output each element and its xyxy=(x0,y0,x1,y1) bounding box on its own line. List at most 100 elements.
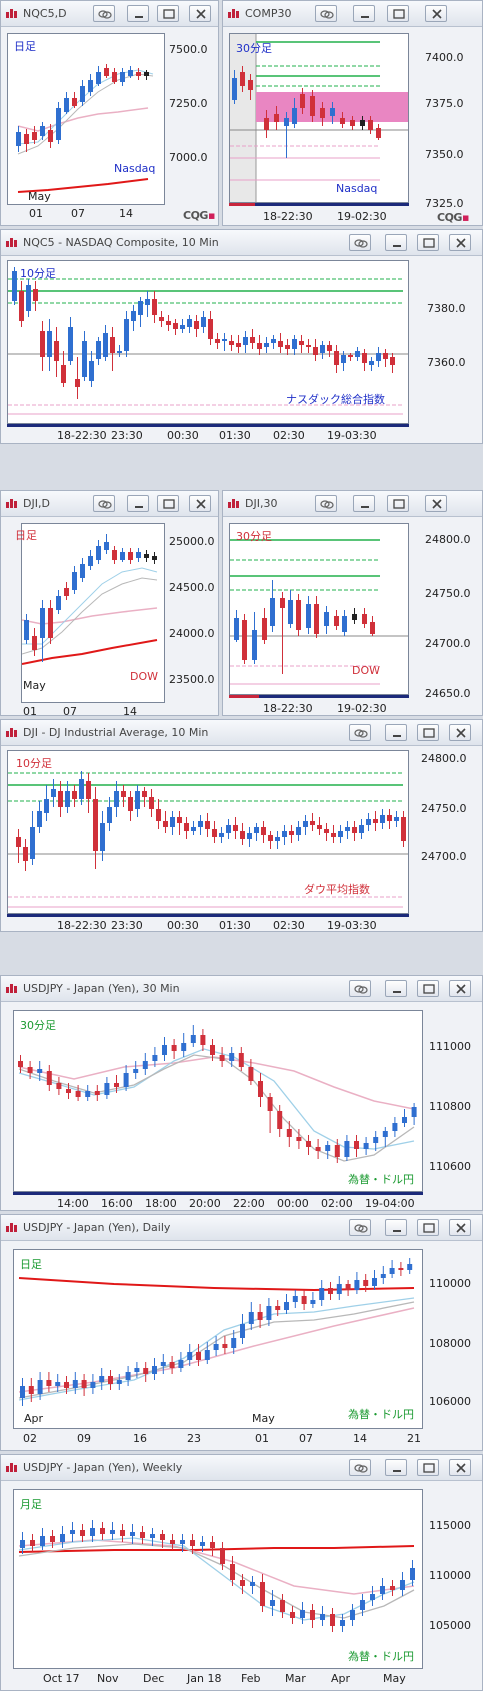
minimize-button[interactable] xyxy=(127,495,149,512)
chart-plot[interactable]: 30分足 Nasdaq xyxy=(229,33,409,203)
candles xyxy=(16,771,406,871)
close-button[interactable] xyxy=(189,495,211,512)
y-tick: 7375.0 xyxy=(425,97,464,110)
link-button[interactable] xyxy=(93,5,115,22)
titlebar[interactable]: USDJPY - Japan (Yen), Daily xyxy=(1,1215,482,1241)
link-button[interactable] xyxy=(315,5,337,22)
close-button[interactable] xyxy=(449,1459,471,1476)
candle-body xyxy=(373,1137,379,1143)
candle-body xyxy=(159,317,164,321)
titlebar[interactable]: NQC5 - NASDAQ Composite, 10 Min xyxy=(1,230,482,256)
close-button[interactable] xyxy=(189,5,211,22)
x-tick: 02:00 xyxy=(321,1197,353,1210)
maximize-button[interactable] xyxy=(417,1219,439,1236)
close-button[interactable] xyxy=(449,980,471,997)
chart-plot[interactable]: 30分足 DOW xyxy=(229,523,409,695)
y-tick: 24750.0 xyxy=(425,587,471,600)
candle-body xyxy=(271,339,276,343)
candle-body xyxy=(131,311,136,321)
window-comp30: COMP30 xyxy=(222,0,483,226)
maximize-button[interactable] xyxy=(417,234,439,251)
link-button[interactable] xyxy=(349,980,371,997)
minimize-button[interactable] xyxy=(385,1459,407,1476)
candle-body xyxy=(344,1141,350,1157)
maximize-button[interactable] xyxy=(417,724,439,741)
candle-body xyxy=(50,1536,55,1542)
titlebar[interactable]: DJI,30 xyxy=(223,491,482,517)
link-button[interactable] xyxy=(349,1459,371,1476)
candle-body xyxy=(331,833,336,837)
chart-plot[interactable]: DOW xyxy=(21,523,165,703)
x-tick: 18:00 xyxy=(145,1197,177,1210)
maximize-button[interactable] xyxy=(387,495,409,512)
candle-body xyxy=(240,1324,245,1338)
minimize-button[interactable] xyxy=(385,234,407,251)
link-button[interactable] xyxy=(349,724,371,741)
minimize-button[interactable] xyxy=(353,495,375,512)
x-tick: 20:00 xyxy=(189,1197,221,1210)
candle-body xyxy=(338,831,343,837)
maximize-button[interactable] xyxy=(157,5,179,22)
candle-body xyxy=(212,829,217,837)
chart-plot[interactable]: 10分足 ナスダック総合指数 xyxy=(7,260,409,424)
candle-body xyxy=(398,1268,404,1270)
candle-body xyxy=(230,1564,235,1580)
candle-body xyxy=(125,1372,131,1380)
minimize-button[interactable] xyxy=(385,980,407,997)
close-button[interactable] xyxy=(449,1219,471,1236)
x-tick: 14 xyxy=(353,1432,367,1445)
titlebar[interactable]: DJI - DJ Industrial Average, 10 Min xyxy=(1,720,482,746)
x-tick: Nov xyxy=(97,1672,119,1685)
titlebar[interactable]: USDJPY - Japan (Yen), 30 Min xyxy=(1,976,482,1002)
candle-body xyxy=(103,333,108,357)
titlebar[interactable]: NQC5,D xyxy=(1,1,218,27)
chart-plot[interactable]: 月足 為替・ドル円 xyxy=(13,1489,423,1669)
candle-body xyxy=(231,1338,237,1348)
minimize-button[interactable] xyxy=(385,724,407,741)
link-button[interactable] xyxy=(349,234,371,251)
link-button[interactable] xyxy=(349,1219,371,1236)
y-tick: 7325.0 xyxy=(425,197,464,210)
link-button[interactable] xyxy=(315,495,337,512)
close-button[interactable] xyxy=(449,724,471,741)
maximize-button[interactable] xyxy=(417,1459,439,1476)
titlebar[interactable]: USDJPY - Japan (Yen), Weekly xyxy=(1,1455,482,1481)
chart-plot[interactable]: 日足 Nasdaq May xyxy=(7,33,165,205)
chart-window-icon xyxy=(228,499,239,508)
candle-body xyxy=(380,1274,386,1278)
close-button[interactable] xyxy=(425,495,447,512)
maximize-icon xyxy=(393,499,405,509)
chart-plot[interactable]: 日足 為替・ドル円 Apr May xyxy=(13,1249,423,1429)
minimize-button[interactable] xyxy=(353,5,375,22)
link-button[interactable] xyxy=(93,495,115,512)
x-tick: Jan 18 xyxy=(187,1672,222,1685)
chart-plot[interactable]: 10分足 ダウ平均指数 xyxy=(7,750,409,914)
candle-body xyxy=(70,1530,75,1534)
candle-body xyxy=(178,1360,184,1368)
close-button[interactable] xyxy=(425,5,447,22)
candle-body xyxy=(138,301,143,315)
maximize-button[interactable] xyxy=(417,980,439,997)
candle-body xyxy=(208,319,213,339)
link-icon xyxy=(354,1224,368,1233)
titlebar[interactable]: DJI,D xyxy=(1,491,218,517)
minimize-button[interactable] xyxy=(127,5,149,22)
maximize-button[interactable] xyxy=(387,5,409,22)
candle-body xyxy=(348,355,353,357)
y-tick: 111000 xyxy=(429,1040,471,1053)
maximize-button[interactable] xyxy=(157,495,179,512)
x-tick: 23:30 xyxy=(111,919,143,932)
close-button[interactable] xyxy=(449,234,471,251)
candle-body xyxy=(390,1586,395,1590)
candle-body xyxy=(355,351,360,357)
candle-body xyxy=(363,1143,369,1149)
candle-body xyxy=(166,321,171,325)
x-tick: Dec xyxy=(143,1672,165,1685)
x-tick: 02:30 xyxy=(273,429,305,442)
chart-plot[interactable]: 30分足 為替・ドル円 xyxy=(13,1010,423,1192)
candle-body xyxy=(100,823,105,851)
period-label: 日足 xyxy=(14,40,36,53)
chart-window-icon xyxy=(6,728,17,737)
minimize-button[interactable] xyxy=(385,1219,407,1236)
titlebar[interactable]: COMP30 xyxy=(223,1,482,27)
